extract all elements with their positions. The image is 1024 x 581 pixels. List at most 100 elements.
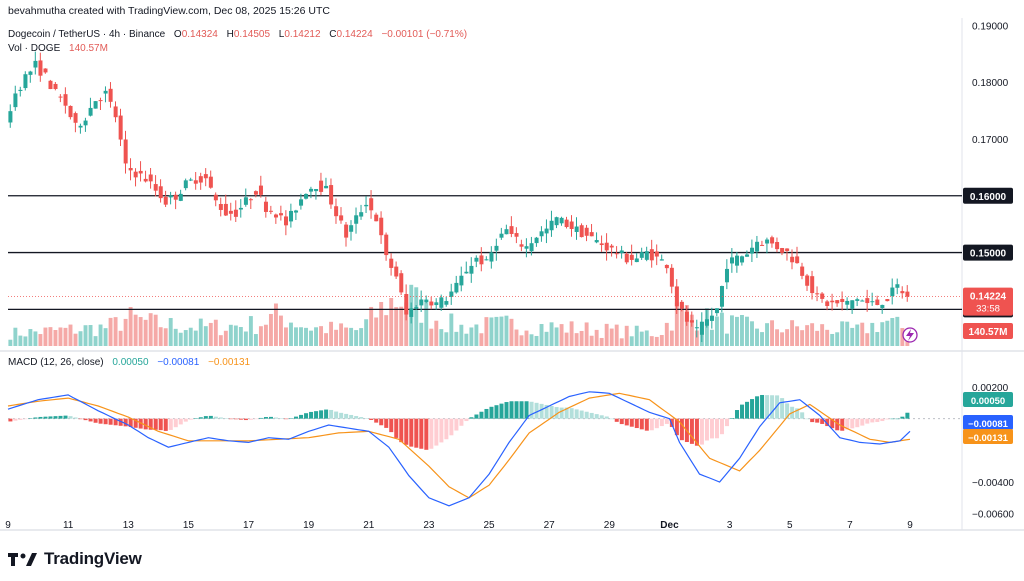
- candle-body: [825, 301, 830, 306]
- price-axis-tick: 0.17000: [972, 135, 1009, 146]
- macd-histogram-bar: [444, 418, 449, 440]
- volume-bar: [419, 322, 424, 346]
- macd-histogram-bar: [128, 418, 133, 427]
- volume-bar: [284, 327, 288, 346]
- candle-body: [349, 225, 354, 232]
- volume-bar: [519, 335, 524, 346]
- macd-histogram-bar: [359, 417, 364, 419]
- macd-histogram-bar: [289, 418, 294, 419]
- volume-bar: [634, 325, 639, 346]
- volume-bar: [544, 331, 549, 346]
- candle-body: [399, 273, 404, 293]
- volume-bar: [745, 316, 749, 346]
- macd-histogram-bar: [514, 401, 519, 419]
- macd-histogram-bar: [103, 418, 108, 425]
- candle-body: [319, 180, 324, 192]
- candle-body: [63, 94, 68, 106]
- volume-bar: [850, 327, 855, 346]
- macd-histogram-bar: [724, 418, 729, 427]
- candle-body: [704, 319, 709, 326]
- tradingview-brand: TradingView: [8, 549, 142, 569]
- volume-bar: [629, 336, 634, 346]
- volume-bar: [334, 329, 339, 346]
- volume-value-label: 140.57M: [969, 327, 1008, 338]
- candle-body: [23, 74, 28, 89]
- candle-body: [339, 215, 344, 221]
- macd-histogram-bar: [414, 418, 419, 448]
- high-label: H: [226, 29, 234, 40]
- level-price-tag: [963, 187, 1013, 204]
- candle-body: [213, 194, 218, 201]
- macd-histogram-bar: [714, 418, 719, 439]
- candle-body: [13, 93, 18, 108]
- candle-body: [494, 245, 499, 251]
- macd-histogram-bar: [53, 416, 58, 419]
- volume-bar: [444, 332, 449, 346]
- macd-histogram-bar: [8, 418, 13, 422]
- candle-body: [334, 206, 339, 217]
- volume-bar: [268, 313, 273, 346]
- candle-body: [223, 203, 228, 216]
- candle-body: [459, 275, 464, 286]
- macd-histogram-bar: [549, 406, 554, 419]
- volume-bar: [18, 335, 23, 346]
- macd-histogram-bar: [795, 408, 800, 419]
- macd-histogram-bar: [88, 418, 93, 422]
- candle-body: [228, 210, 233, 214]
- candle-body: [589, 232, 594, 237]
- volume-bar: [464, 333, 469, 346]
- macd-histogram-bar: [830, 418, 835, 429]
- macd-histogram-bar: [163, 418, 168, 431]
- candle-body: [850, 300, 855, 309]
- candle-body: [324, 185, 329, 189]
- volume-bar: [103, 328, 108, 346]
- macd-histogram-bar: [604, 416, 609, 419]
- candle-body: [564, 219, 569, 228]
- candle-body: [394, 266, 399, 277]
- candle-body: [68, 105, 73, 118]
- volume-bar: [800, 330, 805, 346]
- candle-body: [870, 301, 875, 303]
- macd-histogram-bar: [279, 418, 284, 419]
- volume-bar: [88, 325, 93, 346]
- macd-histogram-bar: [709, 418, 714, 439]
- tradingview-wordmark: TradingView: [44, 549, 142, 568]
- macd-histogram-bar: [745, 401, 750, 419]
- volume-bar: [93, 336, 98, 346]
- candle-body: [464, 271, 469, 274]
- volume-bar: [98, 324, 103, 346]
- macd-histogram-bar: [123, 418, 128, 427]
- candle-body: [28, 71, 33, 75]
- volume-bar: [299, 327, 303, 346]
- macd-histogram-bar: [664, 418, 669, 424]
- candle-body: [98, 100, 103, 102]
- volume-bar: [549, 322, 554, 346]
- volume-bar: [163, 328, 168, 346]
- macd-histogram-bar: [880, 418, 885, 422]
- candle-body: [484, 259, 489, 261]
- candle-body: [574, 226, 579, 232]
- price-axis-tick: 0.19000: [972, 21, 1009, 32]
- volume-bar: [810, 323, 815, 346]
- candle-body: [649, 249, 654, 261]
- macd-histogram-bar: [309, 411, 314, 419]
- candle-body: [594, 240, 599, 243]
- macd-histogram-bar: [153, 418, 158, 430]
- time-axis-tick: 23: [423, 520, 435, 531]
- macd-histogram-bar: [850, 418, 855, 429]
- volume-bar: [68, 324, 73, 346]
- macd-histogram-bar: [334, 411, 339, 419]
- macd-histogram-bar: [699, 418, 704, 445]
- volume-bar: [434, 320, 439, 346]
- macd-histogram-bar: [263, 417, 268, 419]
- volume-bar: [689, 314, 694, 346]
- volume-bar: [238, 327, 243, 346]
- candle-body: [900, 291, 905, 294]
- macd-histogram-bar: [800, 412, 805, 419]
- volume-bar: [173, 328, 178, 346]
- candle-body: [770, 237, 775, 244]
- volume-bar: [719, 312, 724, 346]
- volume-bar: [349, 327, 354, 346]
- volume-bar: [770, 320, 774, 346]
